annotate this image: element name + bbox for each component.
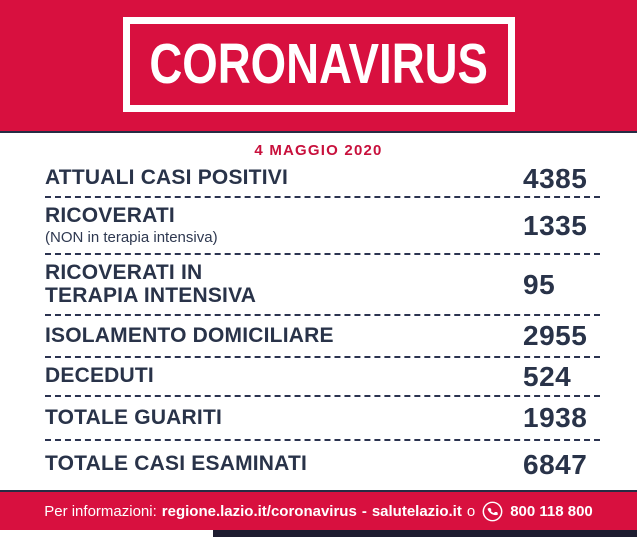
page-title: CORONAVIRUS bbox=[149, 32, 488, 96]
header-banner: CORONAVIRUS bbox=[0, 0, 637, 133]
stat-row-totale-guariti: TOTALE GUARITI 1938 bbox=[45, 397, 600, 441]
stat-row-terapia-intensiva: RICOVERATI IN TERAPIA INTENSIVA 95 bbox=[45, 255, 600, 316]
stat-value: 1335 bbox=[523, 209, 588, 241]
stat-sublabel: (NON in terapia intensiva) bbox=[45, 229, 218, 247]
stat-label: TOTALE GUARITI bbox=[45, 405, 223, 429]
title-frame: CORONAVIRUS bbox=[122, 17, 515, 112]
stat-labels: RICOVERATI (NON in terapia intensiva) bbox=[45, 203, 523, 247]
stat-row-deceduti: DECEDUTI 524 bbox=[45, 358, 600, 397]
stat-value: 524 bbox=[523, 360, 572, 392]
footer-link-salutelazio: salutelazio.it bbox=[371, 502, 462, 520]
stat-row-ricoverati: RICOVERATI (NON in terapia intensiva) 13… bbox=[45, 198, 600, 255]
bottom-edge-strip bbox=[0, 530, 637, 537]
stat-labels: RICOVERATI IN TERAPIA INTENSIVA bbox=[45, 262, 523, 306]
stat-row-isolamento-domiciliare: ISOLAMENTO DOMICILIARE 2955 bbox=[45, 316, 600, 358]
phone-icon bbox=[482, 501, 503, 521]
footer-contact-bar: Per informazioni: regione.lazio.it/coron… bbox=[0, 490, 637, 530]
stat-label: TOTALE CASI ESAMINATI bbox=[45, 452, 308, 476]
stat-labels: ATTUALI CASI POSITIVI bbox=[45, 167, 523, 189]
footer-info-label: Per informazioni: bbox=[44, 502, 157, 520]
footer-conjunction: o bbox=[466, 502, 476, 520]
stat-value: 2955 bbox=[523, 320, 588, 351]
stat-label: RICOVERATI bbox=[45, 203, 175, 227]
stat-labels: ISOLAMENTO DOMICILIARE bbox=[45, 323, 523, 347]
stat-label: ISOLAMENTO DOMICILIARE bbox=[45, 323, 334, 347]
bottom-strip-dark bbox=[213, 530, 637, 537]
stat-value: 4385 bbox=[523, 162, 588, 194]
stat-value: 1938 bbox=[523, 402, 588, 433]
stat-row-totale-casi-esaminati: TOTALE CASI ESAMINATI 6847 bbox=[45, 441, 600, 488]
stat-labels: TOTALE GUARITI bbox=[45, 405, 523, 429]
footer-separator: - bbox=[361, 502, 367, 520]
stat-label: DECEDUTI bbox=[45, 364, 154, 388]
stat-label: RICOVERATI IN bbox=[45, 261, 203, 285]
stat-label-line2: TERAPIA INTENSIVA bbox=[45, 283, 257, 307]
stats-table: ATTUALI CASI POSITIVI 4385 RICOVERATI (N… bbox=[45, 161, 600, 488]
stat-labels: DECEDUTI bbox=[45, 365, 523, 387]
bottom-strip-white bbox=[0, 530, 213, 537]
stats-panel: 4 MAGGIO 2020 ATTUALI CASI POSITIVI 4385… bbox=[0, 133, 637, 490]
stat-label: ATTUALI CASI POSITIVI bbox=[45, 166, 288, 190]
stat-row-attuali-casi-positivi: ATTUALI CASI POSITIVI 4385 bbox=[45, 161, 600, 198]
stat-value: 95 bbox=[523, 268, 556, 300]
footer-phone-number: 800 118 800 bbox=[510, 502, 593, 520]
footer-link-regione-lazio: regione.lazio.it/coronavirus bbox=[161, 502, 357, 520]
stat-value: 6847 bbox=[523, 448, 588, 480]
stat-labels: TOTALE CASI ESAMINATI bbox=[45, 453, 523, 475]
report-date: 4 MAGGIO 2020 bbox=[254, 142, 383, 159]
